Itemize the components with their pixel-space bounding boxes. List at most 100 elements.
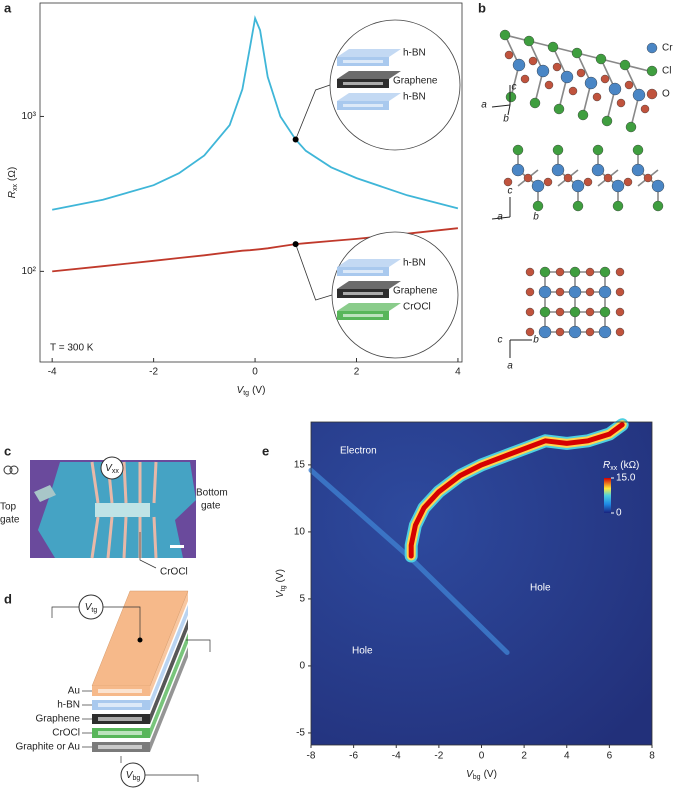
gate-electrode [34,485,56,502]
atom [615,287,625,297]
meter-label-main: V [126,770,134,781]
atom [585,287,595,297]
region-label: Hole [530,583,551,594]
atom [599,266,611,278]
atom [555,307,565,317]
colorbar-title: Rxx (kΩ) [603,460,639,472]
atom [615,267,625,277]
wire [145,774,199,782]
atom [583,177,593,187]
x-tick-label: 0 [479,751,485,762]
atom [585,327,595,337]
heatmap-background [311,422,652,745]
atom [547,41,559,53]
panel-label: e [262,443,269,458]
atom [568,285,582,299]
colorbar-title-unit: (kΩ) [620,460,639,471]
x-tick-label: -8 [307,751,316,762]
plot-frame [39,2,463,363]
atom [520,74,530,84]
axis-arrow [491,216,511,220]
y-axis-label: Vtg (V) [275,569,287,598]
layer-shine [98,703,142,707]
axis-name: c [508,186,513,197]
layer-top [337,49,401,57]
wire [103,606,141,640]
meter-label: Vtg [85,602,98,614]
layer-top [337,93,401,101]
atom [592,144,604,156]
y-axis-label-unit: (V) [275,569,286,582]
atom [615,307,625,317]
panel-label: b [478,0,486,15]
x-axis-label-sub: bg [473,774,481,781]
device-label: gate [201,501,221,512]
meter-label-sub: xx [112,468,120,475]
data-line [52,15,459,211]
layer-side [150,605,188,710]
layer-top [337,259,401,267]
axis-name: a [481,100,487,111]
atom [532,200,544,212]
axis-name: c [498,335,503,346]
region-label: Hole [352,646,373,657]
layer-label: h-BN [403,258,426,269]
panel-label: a [4,0,12,15]
atom [503,177,513,187]
marker [292,136,299,143]
atom [595,53,607,65]
x-tick-label: 2 [354,367,360,378]
atom [632,144,644,156]
channel [95,503,150,517]
layer-label: Graphite or Au [16,742,80,753]
marker [292,241,299,248]
x-tick-label: 4 [455,367,461,378]
layer-shine [343,82,383,85]
y-tick-label: 10 [294,527,306,538]
scale-bar [170,545,184,548]
atom [651,179,665,193]
atom [592,92,602,102]
electrode [152,516,158,559]
atom [646,42,658,54]
colorbar-title-main: R [603,460,610,471]
y-tick-label: 10² [22,266,37,277]
atom [643,173,653,183]
source-symbol [9,465,19,475]
layer-shine [343,270,383,273]
atom [611,179,625,193]
atom [531,179,545,193]
layer-top [337,71,401,79]
layer-side [150,619,188,724]
meter-label: Vbg [126,770,141,782]
layer-side [150,647,188,752]
layer-shine [98,731,142,735]
layer-shine [343,60,383,63]
atom [615,327,625,337]
atom [555,267,565,277]
atom [568,325,582,339]
electrode [122,516,128,559]
atom [538,285,552,299]
colorbar-tick-label: 0 [616,508,622,519]
layer-label: h-BN [403,48,426,59]
atom [591,163,605,177]
atom [599,306,611,318]
meter-label-sub: bg [132,775,140,782]
y-tick-label: 0 [299,661,305,672]
electrode [106,516,114,559]
electrode [122,461,128,504]
x-tick-label: 4 [564,751,570,762]
atom [612,200,624,212]
atom [543,177,553,187]
atom [538,325,552,339]
wire [51,606,79,618]
y-tick-label: 15 [294,460,306,471]
contact [137,637,143,643]
atom [572,200,584,212]
atom [505,91,517,103]
atom [624,80,634,90]
colorbar [604,478,611,513]
y-axis-label-main: R [7,191,18,198]
